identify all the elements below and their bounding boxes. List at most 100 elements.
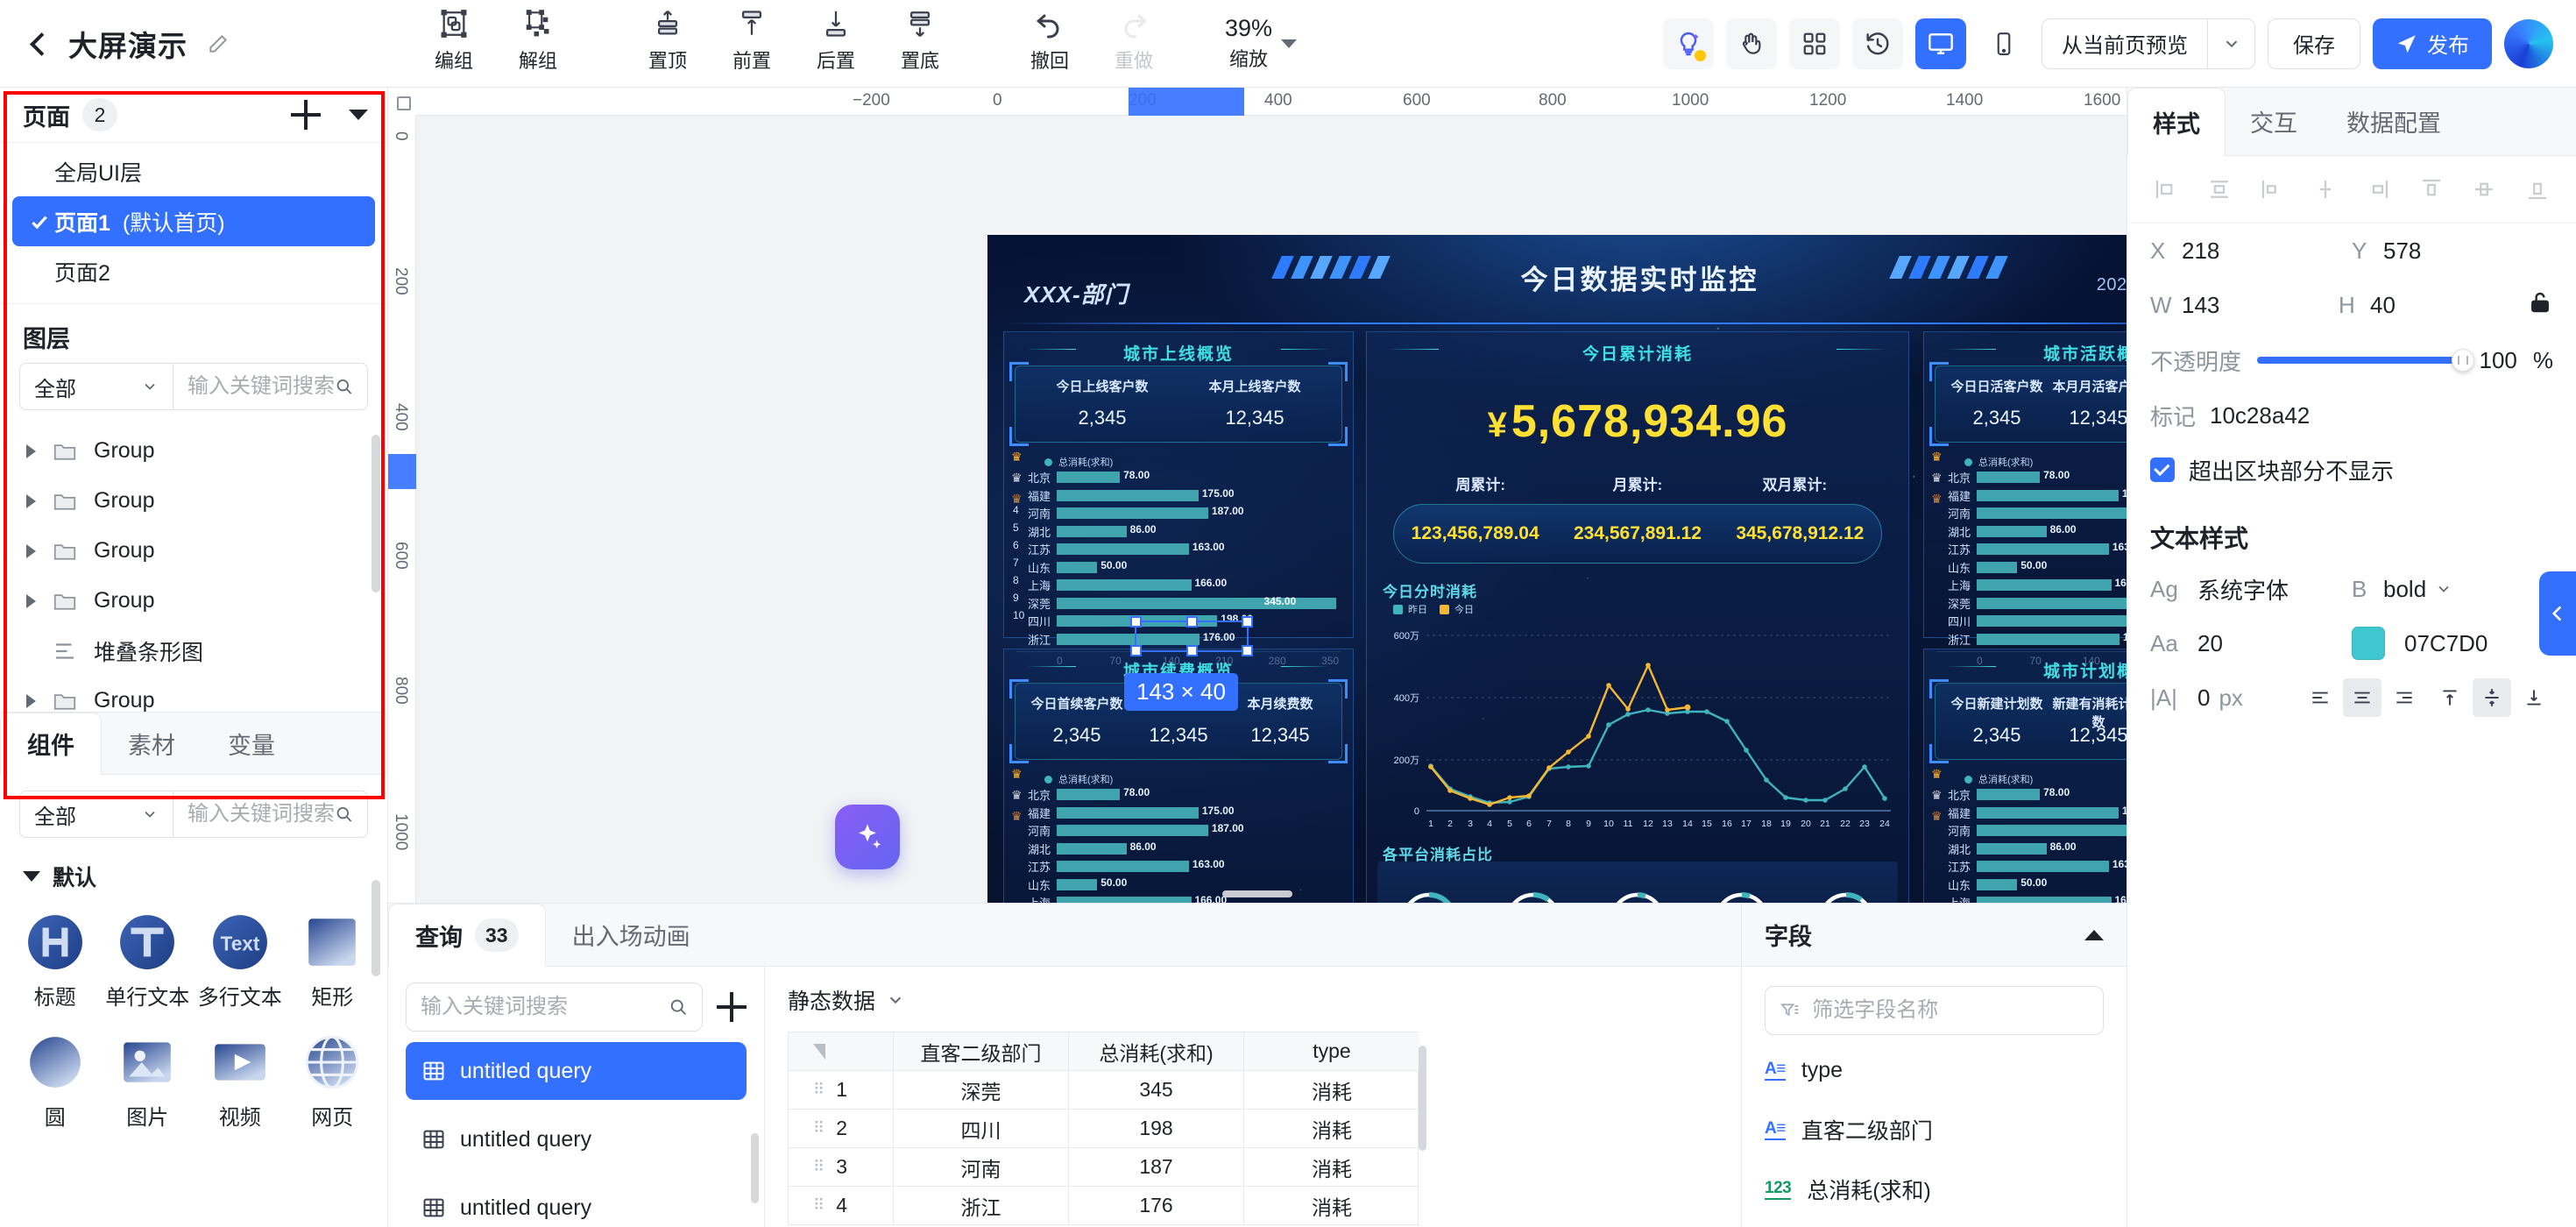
- save-button[interactable]: 保存: [2268, 18, 2360, 69]
- unlock-icon[interactable]: [2527, 289, 2553, 322]
- preview-label[interactable]: 从当前页预览: [2062, 34, 2188, 58]
- avatar[interactable]: [2504, 18, 2553, 68]
- tool-send-backward[interactable]: 后置: [794, 5, 878, 74]
- panel-city-plan[interactable]: 城市计划概览 今日新建计划数 新建有消耗计划数 在投计划数 2,345 12,3…: [1923, 649, 2127, 903]
- component-group-header[interactable]: 默认: [0, 850, 387, 897]
- back-chevron-icon[interactable]: [26, 32, 49, 55]
- tool-group[interactable]: 编组: [412, 5, 496, 74]
- tool-bring-forward[interactable]: 前置: [710, 5, 794, 74]
- component-item-circle[interactable]: 圆: [9, 1025, 102, 1139]
- page-item-global-ui[interactable]: 全局UI层: [0, 146, 387, 196]
- tab-interaction[interactable]: 交互: [2226, 88, 2322, 156]
- table-header-cell[interactable]: 直客二级部门: [894, 1032, 1069, 1071]
- tab-data-config[interactable]: 数据配置: [2322, 88, 2466, 156]
- zoom-control[interactable]: 39% 缩放: [1225, 15, 1298, 72]
- tool-bring-to-front[interactable]: 置顶: [626, 5, 710, 74]
- canvas-selection-box[interactable]: [1130, 616, 1253, 656]
- expand-triangle-icon[interactable]: [26, 443, 36, 458]
- vertical-ruler[interactable]: 0 200 400 600 800 1000: [388, 88, 416, 903]
- tab-assets[interactable]: 素材: [102, 713, 202, 775]
- drag-handle-icon[interactable]: ⠿: [813, 1158, 824, 1175]
- resize-handle-sw[interactable]: [1130, 645, 1142, 656]
- hand-tool-button[interactable]: [1726, 18, 1777, 69]
- field-item-total[interactable]: 123 总消耗(求和): [1742, 1165, 2127, 1214]
- layer-row[interactable]: Group: [0, 576, 387, 626]
- query-search-input[interactable]: [421, 995, 669, 1019]
- components-search-box[interactable]: [173, 791, 368, 838]
- vertical-align-middle-icon[interactable]: [2473, 678, 2511, 717]
- resize-handle-s[interactable]: [1186, 645, 1198, 656]
- drag-handle-icon[interactable]: ⠿: [813, 1119, 824, 1137]
- align-right-edge-icon[interactable]: [2359, 170, 2397, 209]
- resize-handle-nw[interactable]: [1130, 616, 1142, 628]
- panel-city-active[interactable]: 城市活跃概览 今日日活客户数 本月月活客户数 平均日活率 2,345 12,34…: [1923, 331, 2127, 667]
- layers-search-input[interactable]: [188, 374, 335, 399]
- align-right-icon[interactable]: [2253, 170, 2291, 209]
- ai-assistant-button[interactable]: [1663, 18, 1714, 69]
- table-row[interactable]: ⠿ 4 浙江 176 消耗: [789, 1187, 1419, 1225]
- w-field[interactable]: W 143: [2150, 292, 2339, 319]
- text-align-right-icon[interactable]: [2385, 678, 2424, 717]
- data-source-select[interactable]: 静态数据: [788, 984, 1718, 1016]
- drag-handle-icon[interactable]: ⠿: [813, 1196, 824, 1214]
- component-item-webpage[interactable]: 网页: [287, 1025, 379, 1139]
- font-weight-field[interactable]: B bold: [2352, 576, 2553, 603]
- publish-button[interactable]: 发布: [2373, 18, 2492, 69]
- letter-spacing-field[interactable]: |A| 0 px: [2150, 684, 2301, 712]
- vertical-align-top-icon[interactable]: [2431, 678, 2469, 717]
- preview-chevron-down-icon[interactable]: [2207, 18, 2254, 68]
- chevron-down-icon[interactable]: [1281, 39, 1298, 48]
- color-swatch[interactable]: [2352, 627, 2385, 660]
- clip-checkbox[interactable]: [2150, 457, 2175, 482]
- components-type-select[interactable]: 全部: [19, 791, 173, 838]
- canvas-scroll-indicator[interactable]: [1222, 890, 1292, 897]
- table-header-cell[interactable]: 总消耗(求和): [1069, 1032, 1244, 1071]
- font-family-field[interactable]: Ag 系统字体: [2150, 573, 2352, 606]
- panel-city-online[interactable]: 城市上线概览 今日上线客户数 本月上线客户数 2,345 12,345: [1003, 331, 1354, 667]
- pencil-icon[interactable]: [207, 32, 230, 55]
- layer-row[interactable]: Group: [0, 476, 387, 526]
- panel-today-total[interactable]: 今日累计消耗 ¥5,678,934.96 周累计: 月累计: 双月累计: 123…: [1366, 331, 1909, 903]
- resize-handle-n[interactable]: [1186, 616, 1198, 628]
- tool-send-to-back[interactable]: 置底: [878, 5, 962, 74]
- h-field[interactable]: H 40: [2339, 292, 2527, 319]
- query-search-box[interactable]: [406, 982, 703, 1032]
- resize-handle-se[interactable]: [1242, 645, 1253, 656]
- drag-handle-icon[interactable]: ⠿: [813, 1081, 824, 1098]
- expand-triangle-icon[interactable]: [26, 493, 36, 508]
- clip-row[interactable]: 超出区块部分不显示: [2127, 443, 2576, 497]
- chevron-down-icon[interactable]: [2435, 580, 2452, 598]
- table-header-cell[interactable]: type: [1244, 1032, 1419, 1071]
- dashboard-canvas[interactable]: XXX-部门 今日数据实时监控 2025-07-09 14:42:10: [987, 235, 2127, 903]
- component-item-rectangle[interactable]: 矩形: [287, 904, 379, 1019]
- collapse-properties-button[interactable]: [2539, 571, 2576, 656]
- apps-grid-button[interactable]: [1789, 18, 1840, 69]
- field-item-type[interactable]: A≡ type: [1742, 1046, 2127, 1095]
- table-row[interactable]: ⠿ 3 河南 187 消耗: [789, 1148, 1419, 1187]
- slider-knob[interactable]: [2452, 349, 2475, 372]
- query-list-scrollbar[interactable]: [751, 1133, 759, 1203]
- text-align-center-icon[interactable]: [2343, 678, 2381, 717]
- ai-sparkle-button[interactable]: [835, 805, 900, 869]
- desktop-preview-button[interactable]: [1915, 18, 1966, 69]
- tab-style[interactable]: 样式: [2127, 88, 2226, 156]
- fields-filter-input[interactable]: [1812, 998, 2089, 1023]
- font-size-field[interactable]: Aa 20: [2150, 630, 2352, 657]
- field-item-department[interactable]: A≡ 直客二级部门: [1742, 1105, 2127, 1154]
- query-item[interactable]: untitled query: [406, 1179, 747, 1227]
- query-item[interactable]: untitled query: [406, 1042, 747, 1100]
- add-query-button[interactable]: [717, 992, 747, 1022]
- resize-handle-ne[interactable]: [1242, 616, 1253, 628]
- tool-undo[interactable]: 撤回: [1008, 5, 1092, 74]
- expand-triangle-icon[interactable]: [26, 693, 36, 708]
- layer-row-stacked-bar[interactable]: 堆叠条形图: [0, 626, 387, 676]
- mobile-preview-button[interactable]: [1978, 18, 2029, 69]
- align-center-h-icon[interactable]: [2200, 170, 2239, 209]
- pages-collapse-chevron-down-icon[interactable]: [349, 110, 368, 120]
- tab-animation[interactable]: 出入场动画: [545, 904, 717, 967]
- opacity-slider[interactable]: [2257, 349, 2475, 372]
- y-field[interactable]: Y 578: [2352, 238, 2553, 265]
- components-search-input[interactable]: [188, 802, 335, 826]
- layer-row[interactable]: Group: [0, 426, 387, 476]
- tab-variables[interactable]: 变量: [202, 713, 301, 775]
